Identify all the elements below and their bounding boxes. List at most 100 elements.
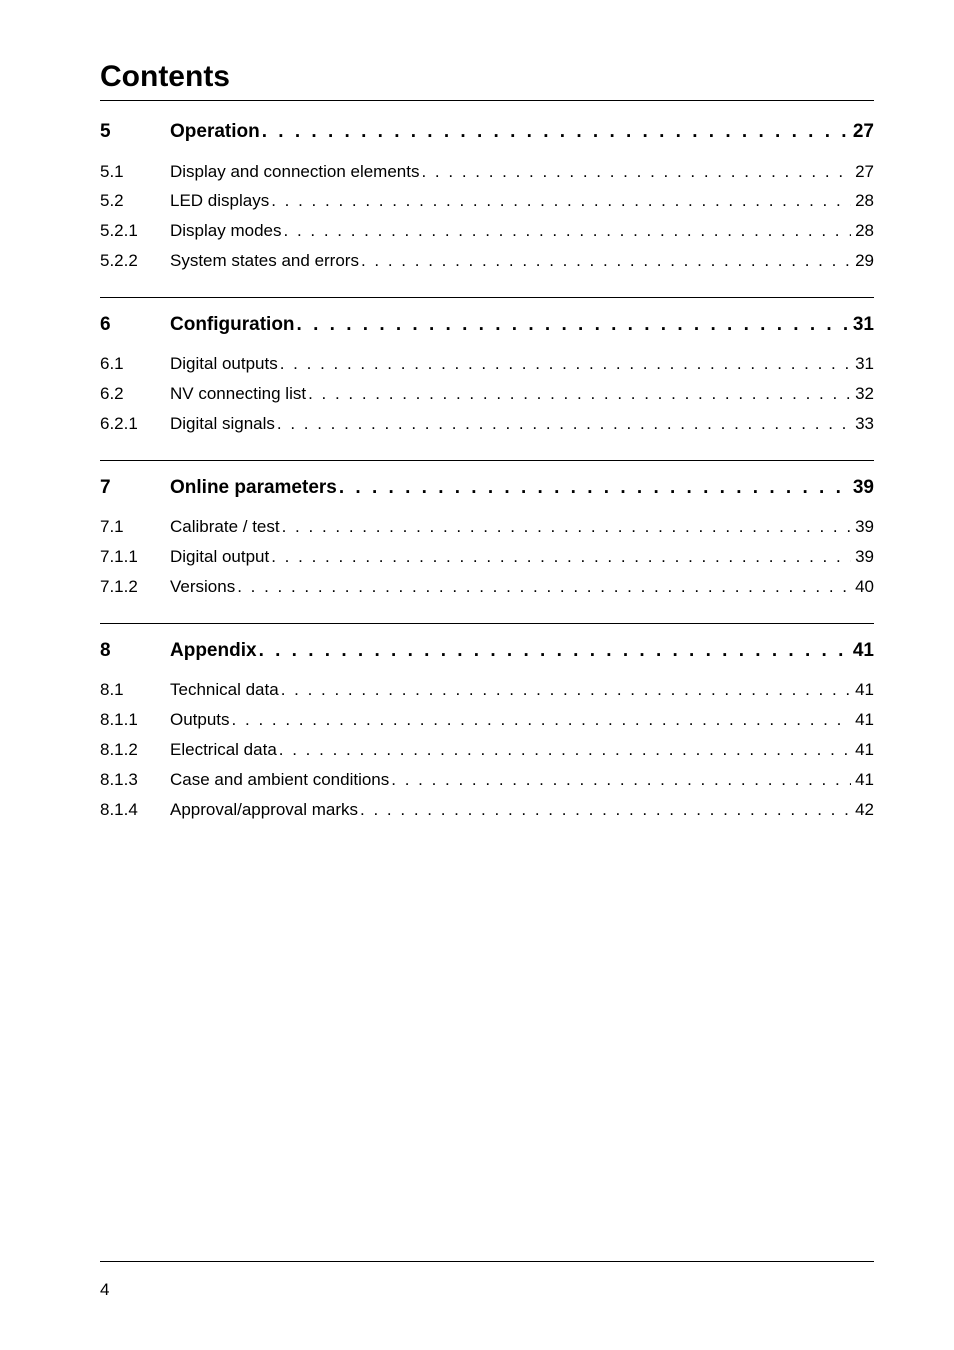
toc-entry: 8.1.3Case and ambient conditions . . . .… [100,768,874,792]
toc-entry-page: 39 [851,545,874,569]
toc-entry-number: 5.2.1 [100,219,170,243]
toc-entry-label: Case and ambient conditions [170,768,389,792]
toc-entry-label: Approval/approval marks [170,798,358,822]
toc-entry: 8.1.4Approval/approval marks . . . . . .… [100,798,874,822]
toc-entry-page: 41 [851,678,874,702]
toc-section: 8Appendix . . . . . . . . . . . . . . . … [100,638,874,822]
toc-entry-page: 32 [851,382,874,406]
toc-leader-dots: . . . . . . . . . . . . . . . . . . . . … [278,352,851,376]
toc-entry-label: Online parameters [170,475,337,502]
toc-entry: 7.1.1Digital output . . . . . . . . . . … [100,545,874,569]
toc-leader-dots: . . . . . . . . . . . . . . . . . . . . … [280,515,851,539]
toc-entry-label: Digital output [170,545,269,569]
toc-entry-number: 6 [100,312,170,339]
toc-entry-label: NV connecting list [170,382,306,406]
toc-entry-page: 41 [851,768,874,792]
toc-section: 6Configuration . . . . . . . . . . . . .… [100,312,874,436]
toc-entry-page: 41 [849,638,874,665]
footer-rule [100,1261,874,1262]
toc-entry-page: 29 [851,249,874,273]
toc-entry: 8.1.2Electrical data . . . . . . . . . .… [100,738,874,762]
toc-entry-label: LED displays [170,189,269,213]
toc-entry-page: 31 [851,352,874,376]
toc-leader-dots: . . . . . . . . . . . . . . . . . . . . … [257,638,849,665]
toc-entry-label: Calibrate / test [170,515,280,539]
toc-entry-page: 27 [849,119,874,146]
toc-entry-page: 28 [851,219,874,243]
toc-entry-label: Display modes [170,219,282,243]
title-rule [100,100,874,101]
toc-entry-number: 6.2 [100,382,170,406]
toc-entry: 6.2NV connecting list . . . . . . . . . … [100,382,874,406]
toc-entry-page: 42 [851,798,874,822]
toc-entry-number: 5.1 [100,160,170,184]
toc-entry-label: Display and connection elements [170,160,419,184]
toc-entry-page: 39 [851,515,874,539]
toc-section-head: 8Appendix . . . . . . . . . . . . . . . … [100,638,874,665]
toc-entry: 5.2.1Display modes . . . . . . . . . . .… [100,219,874,243]
toc-section: 5Operation . . . . . . . . . . . . . . .… [100,119,874,273]
toc-entry-number: 7.1 [100,515,170,539]
toc-entry-number: 7.1.1 [100,545,170,569]
toc-section-head: 7Online parameters . . . . . . . . . . .… [100,475,874,502]
toc-entry-number: 8.1.2 [100,738,170,762]
toc-leader-dots: . . . . . . . . . . . . . . . . . . . . … [279,678,851,702]
toc-entry-page: 41 [851,708,874,732]
toc-entry: 5.2.2System states and errors . . . . . … [100,249,874,273]
toc-leader-dots: . . . . . . . . . . . . . . . . . . . . … [358,798,851,822]
toc-entry-number: 5.2.2 [100,249,170,273]
toc-entry-number: 5.2 [100,189,170,213]
toc-entry-label: Operation [170,119,260,146]
toc-entry: 6.2.1Digital signals . . . . . . . . . .… [100,412,874,436]
toc-section-head: 5Operation . . . . . . . . . . . . . . .… [100,119,874,146]
toc-entry: 7.1Calibrate / test . . . . . . . . . . … [100,515,874,539]
toc-entry-number: 6.1 [100,352,170,376]
toc-leader-dots: . . . . . . . . . . . . . . . . . . . . … [337,475,849,502]
toc-entry-label: Digital signals [170,412,275,436]
toc-entry-page: 41 [851,738,874,762]
toc-entry: 5.2LED displays . . . . . . . . . . . . … [100,189,874,213]
toc-entry-page: 33 [851,412,874,436]
toc-entry: 7.1.2Versions . . . . . . . . . . . . . … [100,575,874,599]
toc-entry-label: System states and errors [170,249,359,273]
toc-leader-dots: . . . . . . . . . . . . . . . . . . . . … [419,160,851,184]
toc-leader-dots: . . . . . . . . . . . . . . . . . . . . … [235,575,851,599]
toc-leader-dots: . . . . . . . . . . . . . . . . . . . . … [389,768,851,792]
toc-leader-dots: . . . . . . . . . . . . . . . . . . . . … [359,249,851,273]
section-rule [100,623,874,624]
toc-entry-label: Outputs [170,708,230,732]
toc-entry-label: Versions [170,575,235,599]
toc-entry-page: 40 [851,575,874,599]
toc-leader-dots: . . . . . . . . . . . . . . . . . . . . … [295,312,849,339]
toc-entry-number: 8.1.3 [100,768,170,792]
toc-leader-dots: . . . . . . . . . . . . . . . . . . . . … [275,412,851,436]
page-number: 4 [100,1280,109,1300]
page-title: Contents [100,60,874,94]
toc-leader-dots: . . . . . . . . . . . . . . . . . . . . … [230,708,852,732]
toc-entry-label: Configuration [170,312,295,339]
toc-entry-label: Digital outputs [170,352,278,376]
toc-leader-dots: . . . . . . . . . . . . . . . . . . . . … [306,382,851,406]
toc-entry-number: 7.1.2 [100,575,170,599]
table-of-contents: 5Operation . . . . . . . . . . . . . . .… [100,119,874,821]
toc-leader-dots: . . . . . . . . . . . . . . . . . . . . … [269,545,851,569]
toc-entry-number: 5 [100,119,170,146]
section-rule [100,297,874,298]
toc-entry-label: Electrical data [170,738,277,762]
toc-entry-number: 7 [100,475,170,502]
toc-entry-label: Appendix [170,638,257,665]
toc-entry-number: 8.1.4 [100,798,170,822]
toc-entry: 6.1Digital outputs . . . . . . . . . . .… [100,352,874,376]
toc-leader-dots: . . . . . . . . . . . . . . . . . . . . … [269,189,851,213]
toc-section: 7Online parameters . . . . . . . . . . .… [100,475,874,599]
toc-entry-page: 31 [849,312,874,339]
toc-entry-number: 6.2.1 [100,412,170,436]
toc-entry: 5.1Display and connection elements . . .… [100,160,874,184]
toc-entry-page: 39 [849,475,874,502]
toc-leader-dots: . . . . . . . . . . . . . . . . . . . . … [282,219,852,243]
section-rule [100,460,874,461]
toc-entry-page: 27 [851,160,874,184]
toc-entry: 8.1.1Outputs . . . . . . . . . . . . . .… [100,708,874,732]
toc-section-head: 6Configuration . . . . . . . . . . . . .… [100,312,874,339]
toc-entry-number: 8.1 [100,678,170,702]
